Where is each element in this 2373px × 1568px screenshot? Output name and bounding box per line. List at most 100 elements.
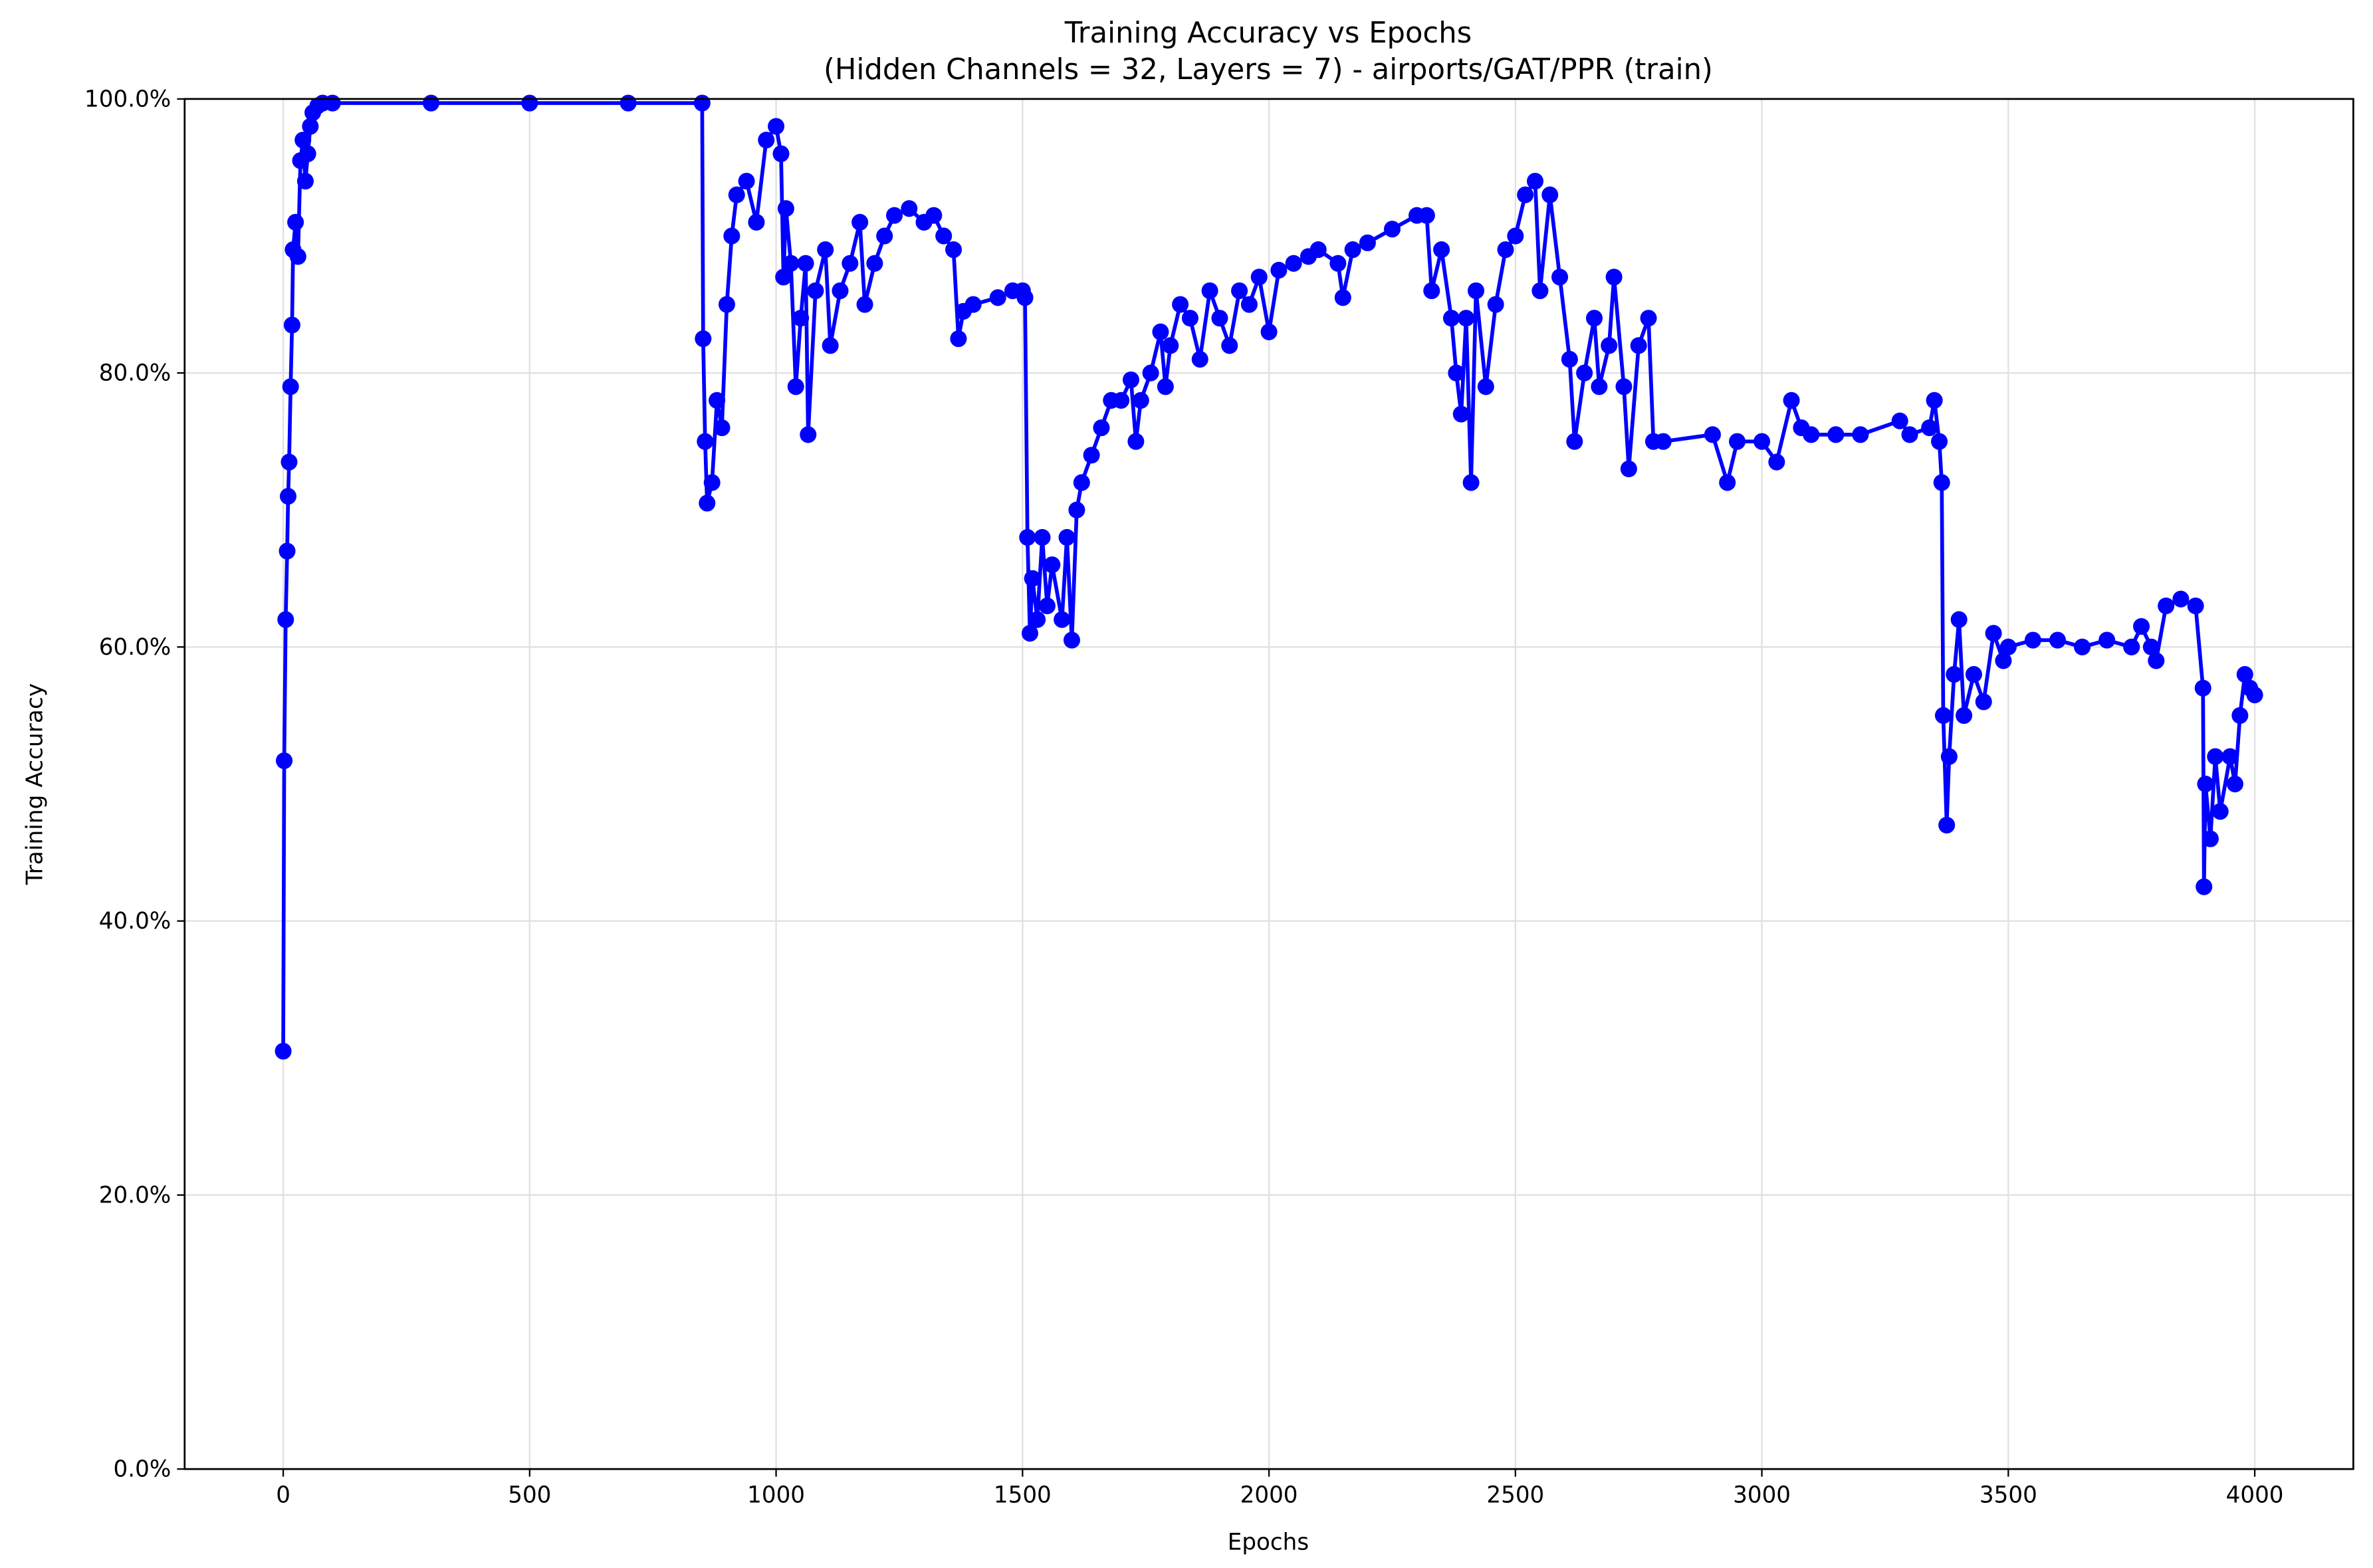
marker [866, 255, 883, 272]
marker [1034, 528, 1051, 546]
marker [1934, 707, 1952, 725]
marker [1093, 419, 1110, 437]
marker [2158, 597, 2175, 615]
marker [1975, 693, 1992, 711]
marker [1423, 282, 1440, 300]
marker [1157, 378, 1174, 395]
marker [1442, 310, 1460, 327]
marker [1615, 378, 1633, 395]
marker [1073, 474, 1090, 491]
x-tick-label: 1000 [747, 1482, 805, 1508]
marker [1995, 652, 2012, 669]
marker [1334, 289, 1351, 306]
chart-title: Training Accuracy vs Epochs [1064, 17, 1472, 50]
marker [1113, 392, 1130, 409]
x-tick-label: 2000 [1240, 1482, 1298, 1508]
x-tick-label: 500 [508, 1482, 551, 1508]
marker [1058, 528, 1075, 546]
marker [832, 282, 849, 300]
marker [1507, 227, 1524, 245]
marker [296, 172, 314, 190]
marker [302, 118, 319, 135]
marker [1783, 392, 1800, 409]
marker [1497, 241, 1514, 259]
marker [1024, 570, 1041, 587]
marker [1605, 269, 1623, 286]
marker [1566, 433, 1583, 450]
marker [787, 378, 804, 395]
marker [1240, 296, 1258, 313]
y-tick-label: 0.0% [114, 1456, 171, 1482]
marker [1985, 625, 2002, 642]
marker [1433, 241, 1450, 259]
marker [2049, 631, 2067, 649]
marker [964, 296, 982, 313]
marker [989, 289, 1006, 306]
marker [2133, 617, 2150, 635]
marker [1901, 426, 1918, 443]
marker [768, 118, 785, 135]
marker [1068, 501, 1085, 518]
marker [800, 426, 817, 443]
marker [2074, 638, 2091, 655]
marker [1181, 310, 1198, 327]
marker [758, 132, 775, 149]
marker [748, 213, 765, 231]
marker [1827, 426, 1845, 443]
marker [1601, 337, 1618, 354]
marker [1029, 611, 1046, 628]
marker [279, 542, 296, 560]
marker [282, 378, 299, 395]
marker [1768, 453, 1785, 471]
marker [723, 227, 740, 245]
marker [1999, 638, 2017, 655]
marker [797, 255, 814, 272]
marker [1329, 255, 1347, 272]
marker [521, 94, 538, 112]
marker [1950, 611, 1968, 628]
marker [287, 213, 304, 231]
marker [1517, 186, 1534, 203]
marker [1383, 221, 1401, 238]
marker [1933, 474, 1950, 491]
x-tick-label: 3000 [1733, 1482, 1791, 1508]
chart-subtitle: (Hidden Channels = 32, Layers = 7) - air… [824, 53, 1713, 86]
marker [713, 419, 731, 437]
marker [807, 282, 824, 300]
marker [1162, 337, 1179, 354]
marker [1191, 350, 1208, 368]
marker [2197, 775, 2214, 793]
marker [289, 248, 306, 265]
marker [2202, 830, 2219, 847]
marker [1956, 707, 1973, 725]
marker [1704, 426, 1721, 443]
marker [2172, 590, 2190, 608]
marker [1938, 816, 1956, 834]
marker [1270, 261, 1288, 279]
marker [738, 172, 755, 190]
marker [620, 94, 637, 112]
marker [1250, 269, 1268, 286]
marker [2226, 775, 2243, 793]
marker [901, 200, 918, 217]
marker [1152, 323, 1169, 340]
marker [1063, 631, 1081, 649]
marker [792, 310, 810, 327]
marker [1201, 282, 1218, 300]
marker [851, 213, 869, 231]
marker [1576, 364, 1593, 382]
marker [1260, 323, 1278, 340]
marker [324, 94, 341, 112]
marker [1054, 611, 1071, 628]
marker [2024, 631, 2041, 649]
marker [950, 330, 967, 348]
marker [299, 145, 316, 162]
marker [876, 227, 893, 245]
marker [1946, 666, 1963, 683]
marker [1127, 433, 1145, 450]
marker [2142, 638, 2160, 655]
marker [1285, 255, 1302, 272]
marker [422, 94, 440, 112]
marker [856, 296, 873, 313]
